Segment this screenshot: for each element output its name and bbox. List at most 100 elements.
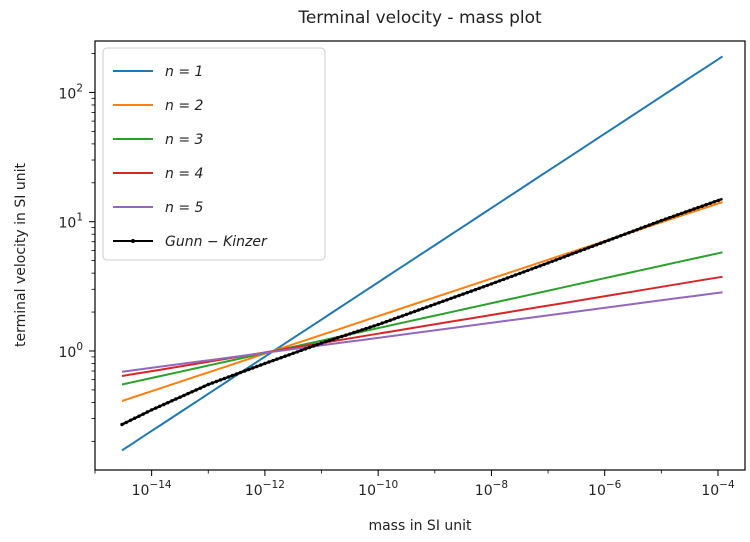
series-6-marker (465, 290, 469, 295)
series-6-marker (218, 378, 223, 382)
series-6-marker (457, 293, 461, 298)
plot-frame (94, 40, 746, 471)
series-6-marker (611, 237, 615, 241)
legend-label: n = 1 (165, 64, 203, 80)
series-6-marker (287, 353, 291, 357)
series-6-marker (574, 250, 579, 254)
series-6-marker (344, 333, 348, 337)
series-6-marker (501, 277, 506, 282)
series-6-marker (352, 330, 356, 335)
series-6-marker (166, 401, 170, 405)
series-6-marker (327, 338, 332, 343)
series-6-marker (599, 241, 603, 245)
plot-area (120, 55, 724, 452)
series-6-marker (562, 255, 566, 259)
legend-label: Gunn − Kinzer (165, 234, 268, 250)
series-6-marker (384, 320, 388, 324)
axis-ticks: 10−14 10−12 10−10 10−8 10−6 10−4 100 101 102 (58, 53, 735, 499)
series-6-marker (522, 270, 526, 274)
series-6-marker (267, 360, 271, 364)
series-6-marker (392, 317, 397, 321)
series-6-marker (639, 226, 643, 230)
series-3-line (121, 251, 723, 386)
series-6-marker (174, 397, 178, 401)
series-6-marker (510, 274, 514, 279)
chart-title: Terminal velocity - mass plot (297, 8, 542, 28)
series-6-marker (659, 218, 663, 223)
series-6-marker (283, 354, 287, 358)
series-6-marker (348, 332, 352, 336)
series-6-marker (255, 364, 259, 369)
series-6-marker (404, 312, 409, 317)
series-6-marker (534, 265, 538, 270)
series-6-marker (700, 204, 704, 208)
legend-box (102, 47, 326, 261)
series-6-marker (263, 361, 267, 366)
series-6-marker (688, 208, 692, 213)
series-6-marker (214, 379, 219, 384)
series-6-marker (396, 315, 401, 319)
series-6-marker (137, 414, 141, 418)
series-6-marker (178, 395, 182, 399)
series-6-marker (416, 308, 421, 312)
series-6-marker (380, 321, 384, 325)
x-tick-label: 10−4 (701, 479, 735, 499)
series-6-marker (400, 314, 405, 318)
series-6-marker (307, 345, 312, 350)
series-6-marker (594, 243, 599, 247)
series-6-marker (291, 351, 295, 355)
series-6-marker (643, 224, 647, 229)
series-6-marker (230, 373, 235, 378)
series-6-marker (226, 375, 231, 379)
series-6-marker (477, 286, 481, 290)
series-6-marker (376, 322, 380, 327)
x-tick-label: 10−14 (132, 479, 172, 499)
series-6-marker (623, 232, 627, 236)
series-6-marker (550, 259, 554, 264)
series-6-marker (712, 200, 716, 204)
series-6-marker (505, 276, 510, 280)
series-6-marker (514, 273, 518, 277)
series-6-marker (437, 301, 441, 305)
series-6-marker (680, 211, 684, 216)
x-tick-label: 10−12 (245, 479, 285, 499)
series-6-marker (526, 268, 530, 273)
series-6-marker (497, 279, 502, 283)
series-6-marker (243, 369, 247, 373)
legend-label: n = 2 (165, 98, 204, 114)
series-6-marker (586, 246, 591, 250)
series-6-marker (453, 295, 457, 299)
series-6-marker (202, 384, 206, 388)
series-6-marker (182, 393, 186, 398)
series-6-marker (311, 344, 316, 348)
series-6-marker (461, 292, 465, 296)
series-4-line (121, 275, 723, 377)
series-6-marker (149, 408, 154, 412)
series-6-marker (651, 221, 655, 226)
x-tick-label: 10−8 (475, 479, 508, 499)
legend: n = 1 n = 2 n = 3 n = 4 n = 5 Gunn − Kinzer (102, 47, 326, 261)
series-6-marker (186, 391, 190, 396)
series-6-marker (295, 350, 299, 354)
series-6-marker (124, 420, 128, 425)
series-1-line (121, 55, 724, 452)
series-6-marker (259, 363, 263, 367)
series-6-marker (578, 249, 583, 253)
series-5-line (121, 291, 723, 373)
series-6-marker (315, 342, 320, 347)
series-6-marker (429, 304, 433, 308)
series-6-marker (332, 337, 336, 341)
series-6-marker (538, 264, 542, 268)
series-6-marker (141, 412, 145, 416)
series-6-marker (619, 234, 623, 238)
series-6-marker (631, 229, 635, 233)
series-6-marker (684, 210, 688, 214)
series-6-marker (493, 280, 498, 285)
series-6-marker (696, 205, 700, 210)
y-tick-label: 102 (58, 82, 83, 102)
series-6-marker (190, 390, 194, 394)
series-6-marker (356, 329, 360, 333)
series-6-marker (675, 213, 680, 217)
series-6-marker (323, 340, 328, 344)
